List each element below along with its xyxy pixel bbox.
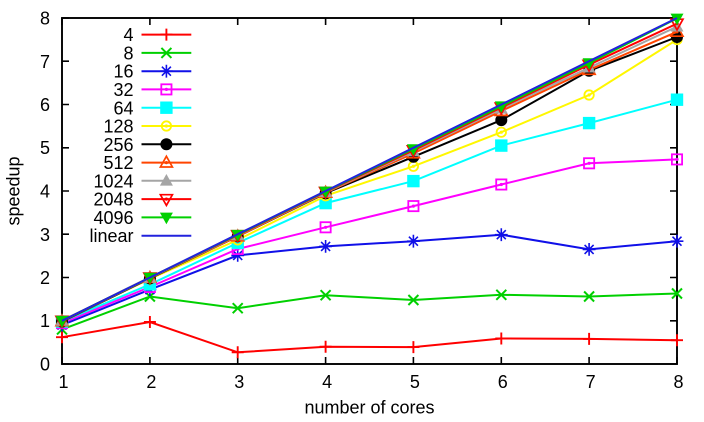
svg-text:4096: 4096 <box>93 208 133 228</box>
svg-text:1024: 1024 <box>93 171 133 191</box>
svg-text:3: 3 <box>234 372 244 392</box>
svg-text:4: 4 <box>322 372 332 392</box>
svg-text:7: 7 <box>40 52 50 72</box>
svg-text:5: 5 <box>40 138 50 158</box>
svg-text:4: 4 <box>40 182 50 202</box>
svg-text:512: 512 <box>103 153 133 173</box>
svg-text:number of cores: number of cores <box>304 397 434 417</box>
svg-text:speedup: speedup <box>4 156 24 225</box>
svg-text:2: 2 <box>40 268 50 288</box>
svg-text:1: 1 <box>40 311 50 331</box>
svg-text:0: 0 <box>40 355 50 375</box>
svg-text:256: 256 <box>103 135 133 155</box>
svg-text:linear: linear <box>89 226 133 246</box>
svg-text:2048: 2048 <box>93 190 133 210</box>
svg-text:32: 32 <box>113 80 133 100</box>
svg-text:7: 7 <box>586 372 596 392</box>
svg-text:64: 64 <box>113 98 133 118</box>
svg-text:16: 16 <box>113 62 133 82</box>
svg-text:4: 4 <box>123 25 133 45</box>
svg-text:2: 2 <box>146 372 156 392</box>
svg-text:3: 3 <box>40 225 50 245</box>
svg-text:1: 1 <box>58 372 68 392</box>
svg-text:8: 8 <box>123 43 133 63</box>
svg-text:128: 128 <box>103 117 133 137</box>
svg-text:5: 5 <box>410 372 420 392</box>
svg-text:6: 6 <box>40 95 50 115</box>
svg-text:8: 8 <box>40 9 50 29</box>
svg-text:6: 6 <box>498 372 508 392</box>
svg-text:8: 8 <box>673 372 683 392</box>
